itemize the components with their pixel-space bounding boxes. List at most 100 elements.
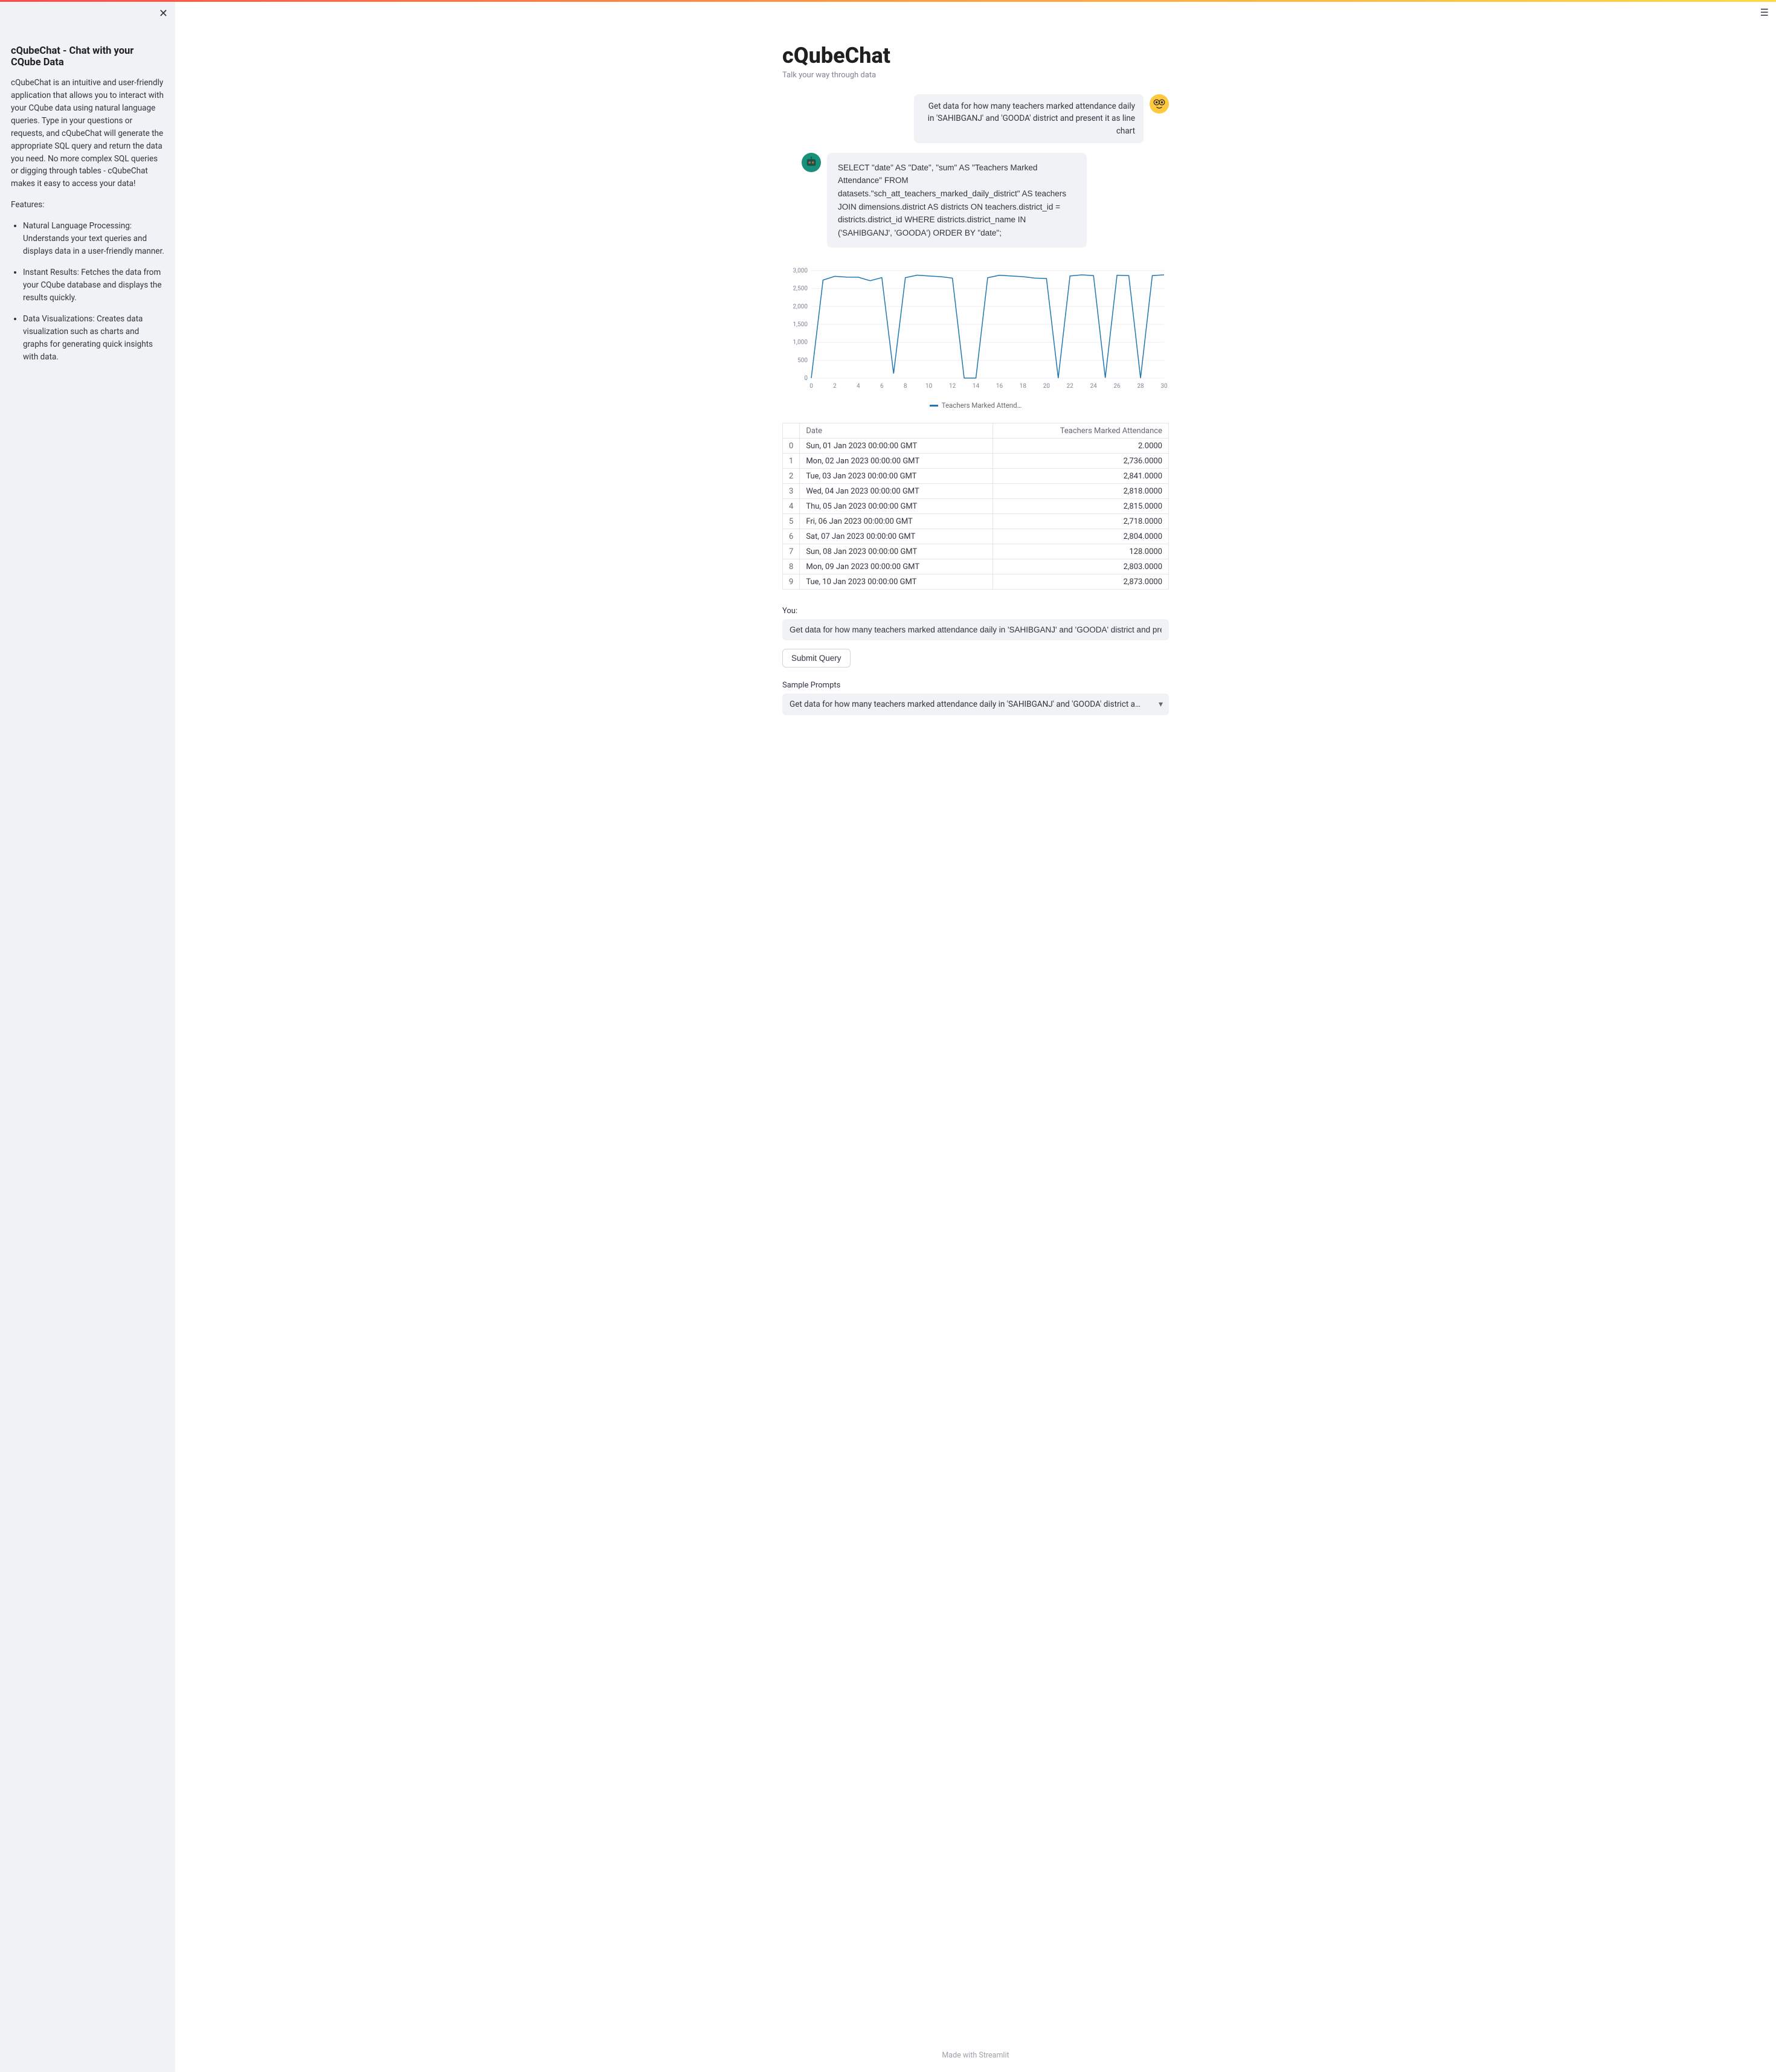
sample-prompts-label: Sample Prompts bbox=[782, 681, 1169, 690]
table-cell-date: Sat, 07 Jan 2023 00:00:00 GMT bbox=[800, 529, 993, 544]
svg-text:28: 28 bbox=[1137, 383, 1144, 390]
submit-query-button[interactable]: Submit Query bbox=[782, 649, 851, 668]
table-cell-index: 9 bbox=[783, 574, 800, 590]
table-row: 5 Fri, 06 Jan 2023 00:00:00 GMT 2,718.00… bbox=[783, 514, 1169, 529]
table-cell-date: Mon, 09 Jan 2023 00:00:00 GMT bbox=[800, 559, 993, 574]
hamburger-menu-button[interactable]: ☰ bbox=[1760, 7, 1769, 19]
svg-text:1,500: 1,500 bbox=[793, 321, 808, 328]
line-chart-svg: 05001,0001,5002,0002,5003,00002468101214… bbox=[782, 257, 1169, 396]
chat-user-row: Get data for how many teachers marked at… bbox=[782, 94, 1169, 143]
table-cell-index: 0 bbox=[783, 439, 800, 454]
sidebar-feature-item: Instant Results: Fetches the data from y… bbox=[23, 266, 164, 304]
sample-prompts-select[interactable]: Get data for how many teachers marked at… bbox=[782, 693, 1169, 715]
sidebar-feature-item: Natural Language Processing: Understands… bbox=[23, 220, 164, 258]
table-cell-index: 6 bbox=[783, 529, 800, 544]
sidebar-intro: cQubeChat is an intuitive and user-frien… bbox=[11, 77, 164, 190]
svg-text:4: 4 bbox=[857, 383, 860, 390]
table-cell-date: Tue, 10 Jan 2023 00:00:00 GMT bbox=[800, 574, 993, 590]
sample-prompts-selected: Get data for how many teachers marked at… bbox=[782, 693, 1169, 715]
table-cell-date: Mon, 02 Jan 2023 00:00:00 GMT bbox=[800, 454, 993, 469]
svg-text:18: 18 bbox=[1020, 383, 1027, 390]
table-cell-index: 2 bbox=[783, 469, 800, 484]
table-cell-attendance: 2,818.0000 bbox=[993, 484, 1168, 499]
table-cell-index: 7 bbox=[783, 544, 800, 559]
svg-text:0: 0 bbox=[809, 383, 813, 390]
query-input[interactable] bbox=[782, 619, 1169, 640]
svg-text:20: 20 bbox=[1043, 383, 1050, 390]
table-cell-index: 3 bbox=[783, 484, 800, 499]
table-cell-date: Sun, 08 Jan 2023 00:00:00 GMT bbox=[800, 544, 993, 559]
footer-brand-link[interactable]: Streamlit bbox=[979, 2051, 1009, 2060]
data-table: Date Teachers Marked Attendance 0 Sun, 0… bbox=[782, 423, 1169, 590]
table-cell-date: Wed, 04 Jan 2023 00:00:00 GMT bbox=[800, 484, 993, 499]
svg-text:2,500: 2,500 bbox=[793, 286, 808, 292]
input-label: You: bbox=[782, 606, 1169, 616]
table-row: 7 Sun, 08 Jan 2023 00:00:00 GMT 128.0000 bbox=[783, 544, 1169, 559]
table-cell-attendance: 2,815.0000 bbox=[993, 499, 1168, 514]
table-header-attendance: Teachers Marked Attendance bbox=[993, 423, 1168, 439]
table-cell-attendance: 2,736.0000 bbox=[993, 454, 1168, 469]
nerd-face-icon bbox=[1151, 95, 1168, 112]
table-cell-index: 4 bbox=[783, 499, 800, 514]
table-row: 1 Mon, 02 Jan 2023 00:00:00 GMT 2,736.00… bbox=[783, 454, 1169, 469]
table-cell-date: Fri, 06 Jan 2023 00:00:00 GMT bbox=[800, 514, 993, 529]
chat-bot-row: SELECT "date" AS "Date", "sum" AS "Teach… bbox=[782, 153, 1169, 248]
svg-text:14: 14 bbox=[973, 383, 980, 390]
table-cell-date: Thu, 05 Jan 2023 00:00:00 GMT bbox=[800, 499, 993, 514]
svg-text:0: 0 bbox=[804, 375, 808, 382]
app-container: ✕ cQubeChat - Chat with your CQube Data … bbox=[0, 2, 1776, 2072]
table-row: 0 Sun, 01 Jan 2023 00:00:00 GMT 2.0000 bbox=[783, 439, 1169, 454]
table-cell-attendance: 2,804.0000 bbox=[993, 529, 1168, 544]
svg-text:1,000: 1,000 bbox=[793, 339, 808, 346]
table-cell-index: 1 bbox=[783, 454, 800, 469]
footer: Made with Streamlit bbox=[175, 2045, 1776, 2072]
svg-text:26: 26 bbox=[1114, 383, 1121, 390]
legend-label: Teachers Marked Attend… bbox=[942, 401, 1022, 410]
hamburger-icon: ☰ bbox=[1760, 8, 1769, 18]
svg-text:500: 500 bbox=[797, 358, 808, 364]
table-row: 4 Thu, 05 Jan 2023 00:00:00 GMT 2,815.00… bbox=[783, 499, 1169, 514]
robot-icon bbox=[805, 156, 818, 169]
svg-text:2,000: 2,000 bbox=[793, 304, 808, 310]
svg-text:22: 22 bbox=[1067, 383, 1074, 390]
svg-text:16: 16 bbox=[996, 383, 1003, 390]
sidebar-features-label: Features: bbox=[11, 199, 164, 211]
svg-text:2: 2 bbox=[833, 383, 837, 390]
line-chart: 05001,0001,5002,0002,5003,00002468101214… bbox=[782, 257, 1169, 410]
table-cell-attendance: 2,803.0000 bbox=[993, 559, 1168, 574]
table-cell-date: Tue, 03 Jan 2023 00:00:00 GMT bbox=[800, 469, 993, 484]
table-cell-attendance: 2,718.0000 bbox=[993, 514, 1168, 529]
chart-legend: Teachers Marked Attend… bbox=[782, 401, 1169, 410]
page-title: cQubeChat bbox=[782, 43, 1169, 68]
svg-text:6: 6 bbox=[880, 383, 884, 390]
bot-avatar bbox=[802, 153, 821, 172]
user-avatar bbox=[1150, 94, 1169, 114]
svg-text:3,000: 3,000 bbox=[793, 268, 808, 274]
legend-swatch bbox=[930, 405, 938, 407]
svg-text:12: 12 bbox=[949, 383, 956, 390]
chat-bot-bubble: SELECT "date" AS "Date", "sum" AS "Teach… bbox=[827, 153, 1087, 248]
sidebar-feature-item: Data Visualizations: Creates data visual… bbox=[23, 313, 164, 364]
svg-text:24: 24 bbox=[1090, 383, 1098, 390]
sidebar-title: cQubeChat - Chat with your CQube Data bbox=[11, 45, 164, 68]
svg-text:10: 10 bbox=[925, 383, 933, 390]
footer-made-with: Made with bbox=[942, 2051, 979, 2060]
table-row: 9 Tue, 10 Jan 2023 00:00:00 GMT 2,873.00… bbox=[783, 574, 1169, 590]
svg-text:8: 8 bbox=[904, 383, 907, 390]
table-cell-date: Sun, 01 Jan 2023 00:00:00 GMT bbox=[800, 439, 993, 454]
table-cell-attendance: 128.0000 bbox=[993, 544, 1168, 559]
table-row: 6 Sat, 07 Jan 2023 00:00:00 GMT 2,804.00… bbox=[783, 529, 1169, 544]
chat-user-bubble: Get data for how many teachers marked at… bbox=[914, 94, 1144, 143]
page-subtitle: Talk your way through data bbox=[782, 71, 1169, 80]
main-panel: ☰ cQubeChat Talk your way through data G… bbox=[175, 2, 1776, 2072]
table-cell-index: 5 bbox=[783, 514, 800, 529]
close-icon: ✕ bbox=[159, 7, 168, 19]
table-cell-attendance: 2,873.0000 bbox=[993, 574, 1168, 590]
content-column: cQubeChat Talk your way through data Get… bbox=[758, 2, 1193, 2045]
table-row: 8 Mon, 09 Jan 2023 00:00:00 GMT 2,803.00… bbox=[783, 559, 1169, 574]
sidebar-close-button[interactable]: ✕ bbox=[159, 8, 168, 19]
table-header-row: Date Teachers Marked Attendance bbox=[783, 423, 1169, 439]
table-cell-attendance: 2,841.0000 bbox=[993, 469, 1168, 484]
sidebar-feature-list: Natural Language Processing: Understands… bbox=[11, 220, 164, 363]
table-header-index bbox=[783, 423, 800, 439]
